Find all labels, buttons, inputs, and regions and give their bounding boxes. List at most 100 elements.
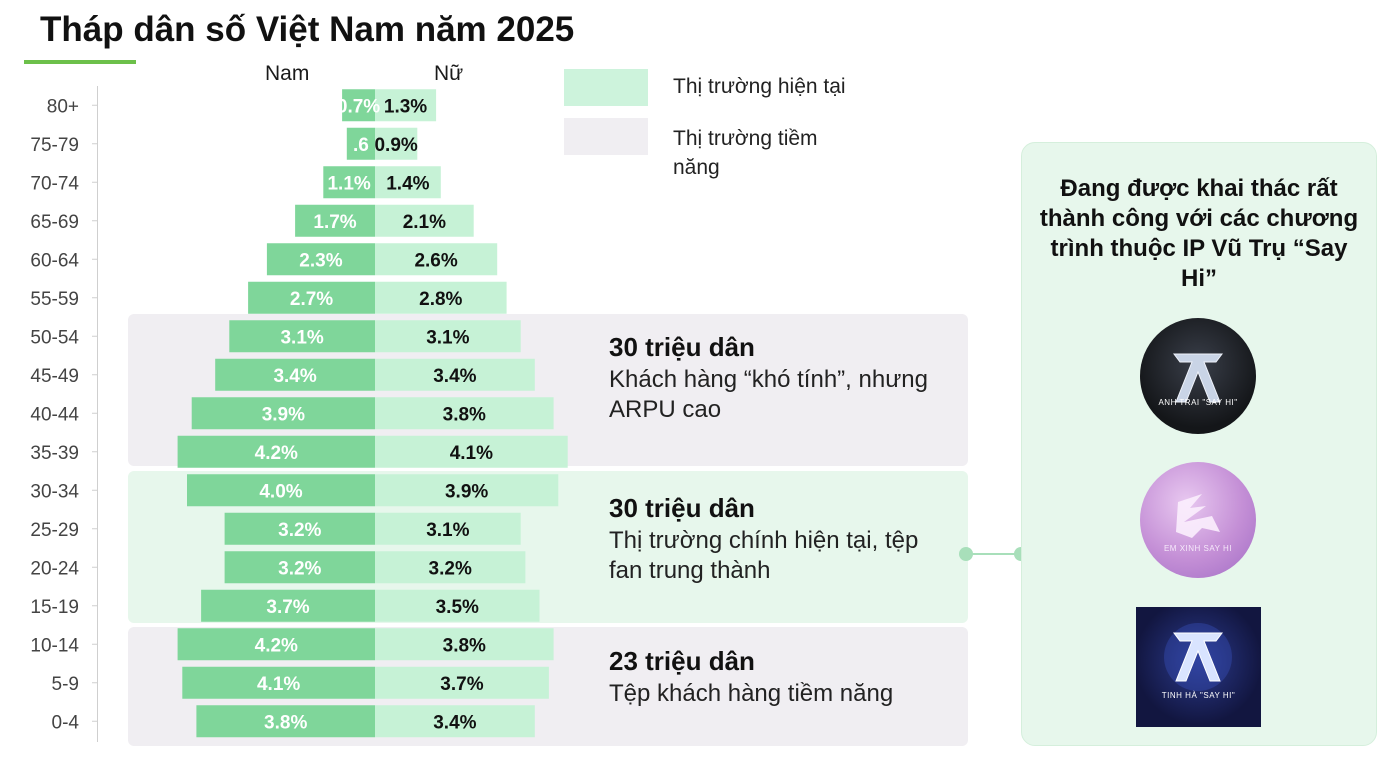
age-group-label: 75-79 (30, 135, 79, 156)
age-group-label: 60-64 (30, 250, 79, 271)
male-bar (182, 666, 375, 699)
anh-trai-say-hi-logo: ANH TRAI "SAY HI" (1140, 318, 1256, 434)
male-value-label: 3.7% (266, 597, 309, 618)
male-value-label: 0.7% (337, 96, 380, 117)
female-bar (375, 397, 554, 430)
logo-caption: TINH HÀ "SAY HI" (1161, 691, 1236, 700)
female-value-label: 3.5% (436, 597, 479, 618)
page-title: Tháp dân số Việt Nam năm 2025 (40, 10, 575, 49)
age-group-label: 35-39 (30, 443, 79, 464)
female-bar (375, 551, 526, 584)
female-value-label: 3.1% (426, 327, 469, 348)
male-value-label: 2.7% (290, 289, 333, 310)
female-bar (375, 166, 441, 199)
segment-title: 23 triệu dân (609, 646, 755, 676)
female-bar (375, 204, 474, 237)
logo-caption: EM XINH SAY HI (1163, 544, 1233, 553)
legend-label-potential: Thị trường tiềm năng (673, 127, 818, 179)
title-underline (24, 60, 136, 64)
female-value-label: 1.4% (386, 173, 429, 194)
segment-description: Khách hàng “khó tính”, nhưng ARPU cao (609, 366, 928, 423)
male-value-label: 1.1% (327, 173, 370, 194)
male-bar (229, 320, 375, 353)
male-bar (224, 512, 375, 545)
male-value-label: 2.3% (299, 250, 342, 271)
female-bar (375, 705, 535, 738)
female-bar (375, 589, 540, 622)
male-value-label: 3.2% (278, 520, 321, 541)
age-group-label: 20-24 (30, 558, 79, 579)
male-value-label: .6 (353, 135, 369, 156)
em-xinh-say-hi-logo: EM XINH SAY HI (1140, 462, 1256, 578)
panel-heading: Đang được khai thác rất thành công với c… (1039, 175, 1359, 292)
female-bar (375, 243, 498, 276)
female-value-label: 3.8% (443, 635, 486, 656)
female-value-label: 3.9% (445, 481, 488, 502)
female-bar (375, 89, 437, 122)
female-value-label: 3.2% (429, 558, 472, 579)
male-bar (201, 589, 375, 622)
segment-description: Thị trường chính hiện tại, tệp fan trung… (609, 527, 919, 584)
age-group-label: 45-49 (30, 366, 79, 387)
segment-annotation-lower: 23 triệu dân Tệp khách hàng tiềm năng (609, 645, 949, 709)
female-value-label: 3.4% (433, 366, 476, 387)
segment-annotation-middle: 30 triệu dân Thị trường chính hiện tại, … (609, 492, 949, 586)
age-group-label: 55-59 (30, 289, 79, 310)
female-series-label: Nữ (434, 62, 464, 85)
female-value-label: 1.3% (384, 96, 427, 117)
female-bar (375, 435, 568, 468)
age-group-label: 10-14 (30, 635, 79, 656)
segment-title: 30 triệu dân (609, 493, 755, 523)
male-value-label: 3.2% (278, 558, 321, 579)
age-group-label: 0-4 (52, 712, 80, 733)
logo-caption: ANH TRAI "SAY HI" (1158, 398, 1238, 407)
male-bar (346, 127, 375, 160)
female-bar (375, 358, 535, 391)
age-group-label: 25-29 (30, 520, 79, 541)
age-group-label: 5-9 (52, 674, 79, 695)
male-value-label: 3.1% (280, 327, 323, 348)
segment-description: Tệp khách hàng tiềm năng (609, 680, 894, 707)
female-bar (375, 320, 521, 353)
female-value-label: 3.8% (443, 404, 486, 425)
female-value-label: 4.1% (450, 443, 493, 464)
male-series-label: Nam (265, 62, 310, 85)
female-bar (375, 127, 418, 160)
female-value-label: 3.7% (440, 674, 483, 695)
male-value-label: 1.7% (313, 212, 356, 233)
age-group-label: 65-69 (30, 212, 79, 233)
legend-swatch-potential (564, 118, 648, 155)
connector-dot-left (959, 547, 973, 561)
female-value-label: 0.9% (374, 135, 417, 156)
age-group-label: 30-34 (30, 481, 79, 502)
male-bar (187, 474, 375, 507)
male-bar (215, 358, 375, 391)
male-bar (295, 204, 375, 237)
female-bar (375, 666, 549, 699)
female-bar (375, 628, 554, 661)
male-bar (196, 705, 375, 738)
female-value-label: 2.8% (419, 289, 462, 310)
male-value-label: 3.9% (262, 404, 305, 425)
male-bar (248, 281, 375, 314)
female-value-label: 2.6% (414, 250, 457, 271)
female-bar (375, 281, 507, 314)
male-bar (342, 89, 375, 122)
male-bar (177, 435, 375, 468)
male-bar (177, 628, 375, 661)
age-group-label: 15-19 (30, 597, 79, 618)
male-value-label: 3.8% (264, 712, 307, 733)
male-value-label: 4.1% (257, 674, 300, 695)
segment-title: 30 triệu dân (609, 332, 755, 362)
female-value-label: 3.1% (426, 520, 469, 541)
female-value-label: 3.4% (433, 712, 476, 733)
legend-swatch-current (564, 69, 648, 106)
male-value-label: 4.2% (255, 635, 298, 656)
age-group-label: 70-74 (30, 173, 79, 194)
male-bar (191, 397, 375, 430)
female-value-label: 2.1% (403, 212, 446, 233)
age-group-label: 80+ (47, 96, 79, 117)
male-value-label: 4.2% (255, 443, 298, 464)
y-axis-line (97, 86, 98, 742)
